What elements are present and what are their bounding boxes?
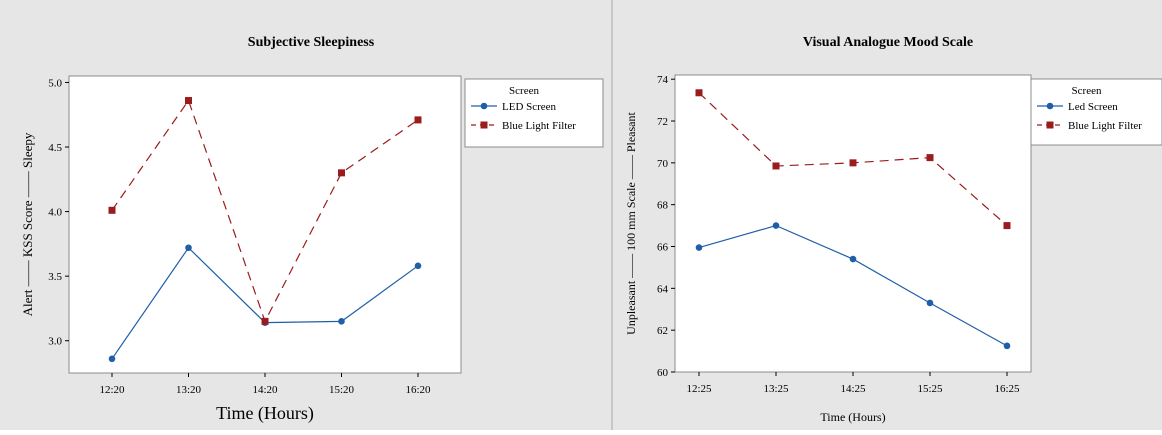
y-tick-label: 68 <box>657 200 669 212</box>
legend-title: Screen <box>1072 85 1102 97</box>
x-tick-label: 14:25 <box>840 383 866 395</box>
data-point <box>926 154 934 162</box>
x-axis-label: Time (Hours) <box>820 410 885 424</box>
legend-entry-label: Blue Light Filter <box>1068 120 1142 132</box>
y-tick-label: 3.5 <box>48 271 62 283</box>
data-point <box>926 299 934 307</box>
chart-title: Visual Analogue Mood Scale <box>803 35 973 50</box>
legend-title: Screen <box>509 85 539 97</box>
data-point <box>772 222 780 229</box>
data-point <box>185 97 192 105</box>
legend-marker <box>480 102 488 110</box>
data-point <box>849 255 857 263</box>
y-tick-label: 3.0 <box>48 336 62 348</box>
y-tick-label: 5.0 <box>48 77 62 89</box>
data-point <box>772 162 780 170</box>
plot-area <box>674 74 1032 373</box>
y-tick-label: 70 <box>657 158 669 170</box>
data-point <box>414 116 422 124</box>
y-tick-label: 4.5 <box>48 142 62 154</box>
x-tick-label: 16:20 <box>405 384 431 396</box>
y-tick-label: 74 <box>657 74 669 86</box>
chart-mood: Visual Analogue Mood Scale 60 62 64 66 68 70 72… <box>624 35 1162 424</box>
x-axis-label: Time (Hours) <box>216 403 314 424</box>
data-point <box>695 89 703 97</box>
x-tick-label: 12:25 <box>686 383 712 395</box>
y-tick-label: 4.0 <box>48 207 62 219</box>
data-point <box>108 206 116 214</box>
x-tick-label: 16:25 <box>994 383 1020 395</box>
legend-box <box>464 78 604 148</box>
legend-entry-label: Blue Light Filter <box>502 120 576 132</box>
chart-title: Subjective Sleepiness <box>248 35 375 50</box>
y-axis-label: Unpleasant —— 100 mm Scale —— Pleasant <box>624 112 638 335</box>
chart-sleepiness: Subjective Sleepiness 3.0 3.5 4.0 4.5 5.0 12:2… <box>20 35 604 424</box>
legend-marker <box>480 121 488 129</box>
legend-marker <box>1046 121 1054 129</box>
x-tick-label: 12:20 <box>99 384 125 396</box>
y-tick-label: 60 <box>657 367 669 379</box>
plot-area <box>68 75 462 374</box>
data-point <box>414 262 422 270</box>
x-tick-label: 13:20 <box>176 384 202 396</box>
data-point <box>1003 222 1011 230</box>
legend-entry-label: LED Screen <box>502 101 557 113</box>
data-point <box>108 355 116 363</box>
data-point <box>338 169 345 177</box>
chart-panel-sleepiness: Subjective Sleepiness 3.0 3.5 4.0 4.5 5.0 12:2… <box>0 0 613 430</box>
data-point <box>1003 342 1011 350</box>
data-point <box>338 318 345 325</box>
x-tick-label: 15:20 <box>329 384 355 396</box>
legend-box <box>1030 78 1162 146</box>
y-tick-label: 72 <box>657 116 668 128</box>
data-point <box>261 317 269 325</box>
data-point <box>849 159 857 167</box>
chart-panel-mood: Visual Analogue Mood Scale 60 62 64 66 68 70 72… <box>613 0 1162 430</box>
y-tick-label: 62 <box>657 325 668 337</box>
data-point <box>185 244 192 252</box>
legend-marker <box>1046 102 1054 110</box>
x-tick-label: 15:25 <box>917 383 943 395</box>
y-axis-label: Alert —— KSS Score —— Sleepy <box>20 132 35 316</box>
legend-entry-label: Led Screen <box>1068 101 1118 113</box>
data-point <box>695 244 703 251</box>
x-tick-label: 13:25 <box>763 383 789 395</box>
y-tick-label: 64 <box>657 283 669 295</box>
y-tick-label: 66 <box>657 242 669 254</box>
x-tick-label: 14:20 <box>252 384 278 396</box>
